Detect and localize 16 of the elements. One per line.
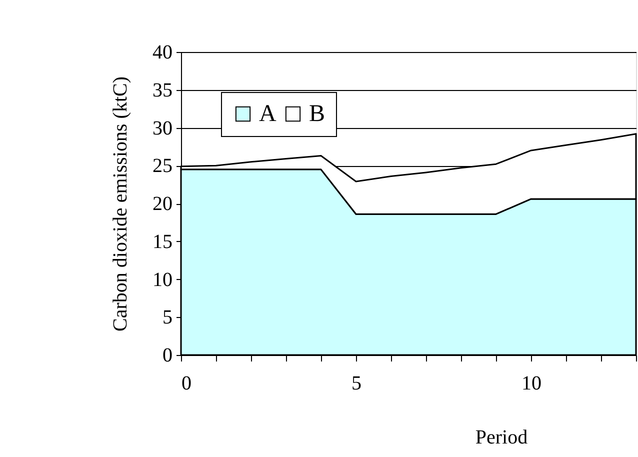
y-tick-label: 25	[152, 155, 172, 178]
y-tick-label: 20	[152, 193, 172, 215]
y-axis-title: Carbon dioxide emissions (ktC)	[110, 76, 132, 332]
x-tick-label: 10	[522, 372, 542, 394]
x-axis-title: Period	[475, 426, 528, 448]
y-tick-label: 10	[152, 268, 172, 291]
y-tick-label: 15	[152, 230, 172, 253]
y-tick-label: 5	[162, 306, 172, 329]
x-tick-label: 0	[182, 372, 192, 394]
y-tick-label: 0	[162, 344, 172, 366]
y-tick-label: 30	[152, 117, 172, 140]
y-tick-label: 40	[152, 42, 172, 64]
legend-label: B	[309, 101, 326, 127]
x-tick-label: 5	[352, 372, 362, 394]
y-tick-label: 35	[152, 79, 172, 102]
legend-label: A	[259, 101, 277, 127]
